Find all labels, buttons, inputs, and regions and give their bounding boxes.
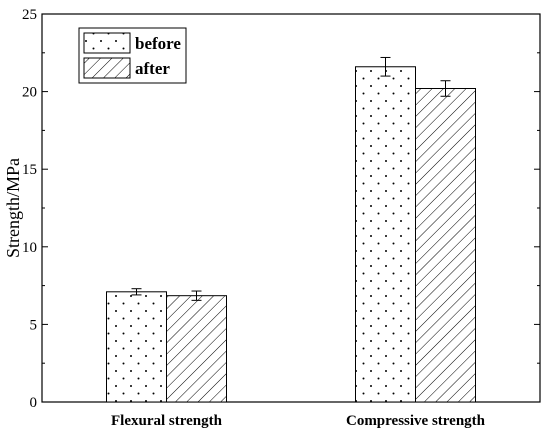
bars	[106, 66, 476, 403]
bar-after-0	[166, 295, 227, 403]
legend-swatch-before	[83, 32, 131, 54]
error-bars	[131, 56, 451, 301]
x-category-label: Compressive strength	[346, 413, 486, 429]
y-tick-label: 5	[30, 317, 38, 333]
y-tick-label: 0	[30, 395, 38, 411]
y-tick-label: 15	[22, 162, 37, 178]
legend: before after	[78, 27, 187, 84]
y-axis: 0 5 10 15 20 25	[22, 7, 540, 411]
legend-swatch-after	[83, 57, 131, 79]
x-axis: Flexural strength Compressive strength	[111, 396, 486, 429]
bar-before-1	[355, 66, 416, 403]
y-tick-label: 25	[22, 7, 37, 23]
y-tick-label: 20	[22, 85, 37, 101]
legend-label-before: before	[135, 34, 181, 53]
y-axis-title: Strength/MPa	[3, 158, 23, 258]
bar-before-0	[106, 291, 167, 403]
x-category-label: Flexural strength	[111, 413, 223, 429]
y-tick-label: 10	[22, 240, 37, 256]
bar-after-1	[415, 87, 476, 403]
legend-label-after: after	[135, 59, 170, 78]
